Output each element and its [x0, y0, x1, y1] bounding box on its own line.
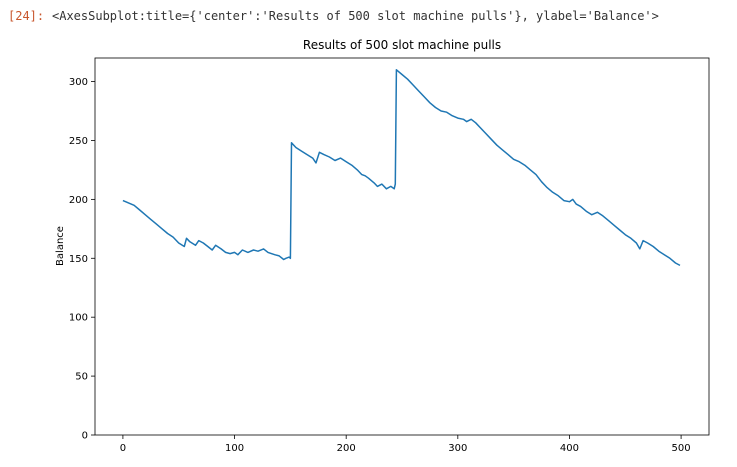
x-tick-label: 0 — [120, 443, 126, 454]
y-tick-label: 250 — [69, 136, 88, 147]
axes-repr-text: <AxesSubplot:title={'center':'Results of… — [52, 9, 659, 23]
execution-count-prompt: [24]: — [8, 9, 45, 23]
y-axis-label: Balance — [55, 226, 66, 266]
data-series — [122, 69, 681, 267]
balance-series-line — [122, 69, 681, 267]
y-tick-label: 50 — [75, 372, 88, 383]
output-row: [24]: <AxesSubplot:title={'center':'Resu… — [0, 6, 737, 26]
x-tick-label: 300 — [448, 443, 467, 454]
y-tick-label: 150 — [69, 254, 88, 265]
y-tick-label: 100 — [69, 313, 88, 324]
x-tick-label: 200 — [337, 443, 356, 454]
y-tick-label: 200 — [69, 195, 88, 206]
y-tick-label: 0 — [82, 431, 88, 442]
x-tick-label: 100 — [225, 443, 244, 454]
x-tick-label: 500 — [672, 443, 691, 454]
x-tick-label: 400 — [560, 443, 579, 454]
chart-title: Results of 500 slot machine pulls — [303, 38, 501, 52]
plot-frame — [94, 57, 710, 436]
y-tick-label: 300 — [69, 77, 88, 88]
axis-ticks: 0 100 200 300 400 500 0 50 100 150 200 250 300 — [69, 77, 691, 454]
